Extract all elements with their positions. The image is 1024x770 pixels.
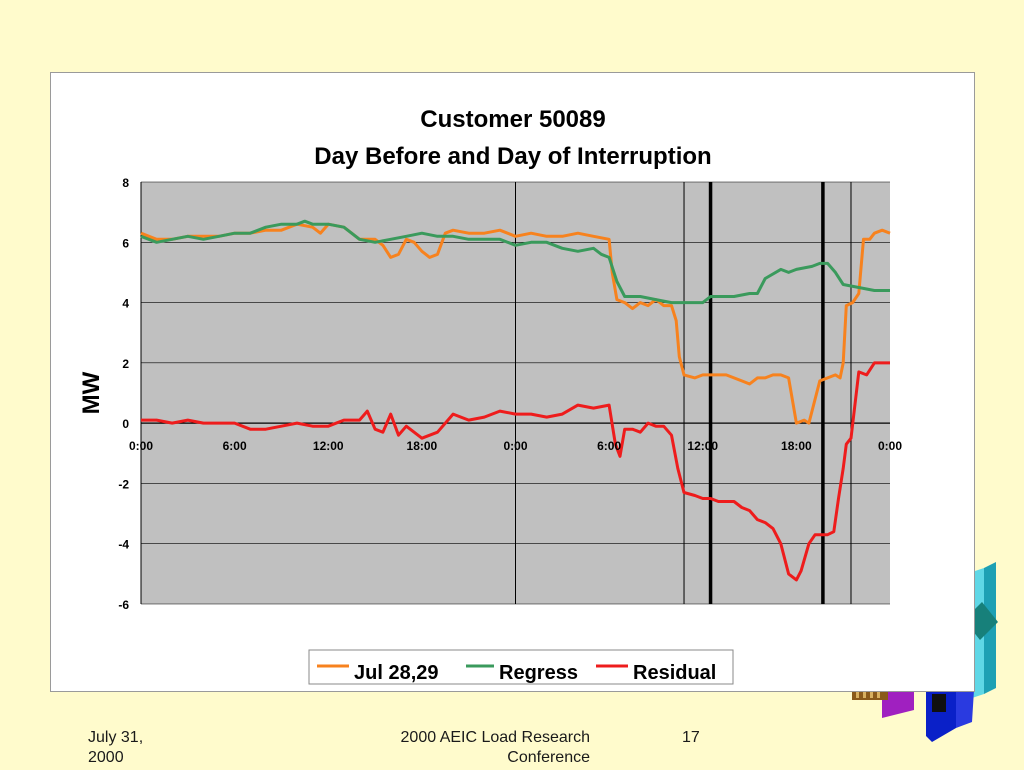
legend-box xyxy=(308,649,734,685)
y-tick-label: 8 xyxy=(122,176,129,190)
y-tick-label: 2 xyxy=(122,357,129,371)
x-axis-tick-labels: 0:00 6:00 12:00 18:00 0:00 6:00 12:00 18:00 0:00 xyxy=(129,439,902,453)
series-lines xyxy=(140,219,891,582)
series-line-residual xyxy=(141,361,890,582)
y-tick-label: -2 xyxy=(118,477,129,491)
y-tick-label: 0 xyxy=(122,417,129,431)
chart-title: Customer 50089 xyxy=(420,106,605,133)
y-tick-label: -6 xyxy=(118,598,129,612)
legend-label-residual: Residual xyxy=(633,662,716,684)
x-tick-label: 18:00 xyxy=(407,439,438,453)
x-tick-label: 6:00 xyxy=(597,439,621,453)
legend-label-jul: Jul 28,29 xyxy=(354,662,439,684)
y-tick-label: 4 xyxy=(122,297,129,311)
x-tick-label: 0:00 xyxy=(878,439,902,453)
legend-label-regress: Regress xyxy=(499,662,578,684)
y-axis-tick-labels: 8 6 4 2 0 -2 -4 -6 xyxy=(118,176,129,612)
blue-cube-side xyxy=(956,684,974,728)
series-line-regress xyxy=(140,219,890,305)
footer-page-number: 17 xyxy=(682,729,700,746)
y-tick-label: -4 xyxy=(118,538,129,552)
chart-subtitle: Day Before and Day of Interruption xyxy=(314,143,711,170)
chart-legend: Jul 28,29 Regress Residual xyxy=(308,649,734,685)
x-tick-label: 12:00 xyxy=(313,439,344,453)
x-tick-label: 0:00 xyxy=(503,439,527,453)
chart-card: Customer 50089 Day Before and Day of Int… xyxy=(50,72,975,692)
x-tick-label: 12:00 xyxy=(687,439,718,453)
line-chart: Customer 50089 Day Before and Day of Int… xyxy=(78,106,902,685)
footer-conference: 2000 AEIC Load Research Conference xyxy=(400,729,590,766)
blue-cube-window xyxy=(932,694,946,712)
y-tick-label: 6 xyxy=(122,236,129,250)
x-tick-label: 18:00 xyxy=(781,439,812,453)
footer-date: July 31, 2000 xyxy=(88,729,144,766)
x-tick-label: 0:00 xyxy=(129,439,153,453)
x-tick-label: 6:00 xyxy=(223,439,247,453)
y-axis-label: MW xyxy=(78,371,105,414)
